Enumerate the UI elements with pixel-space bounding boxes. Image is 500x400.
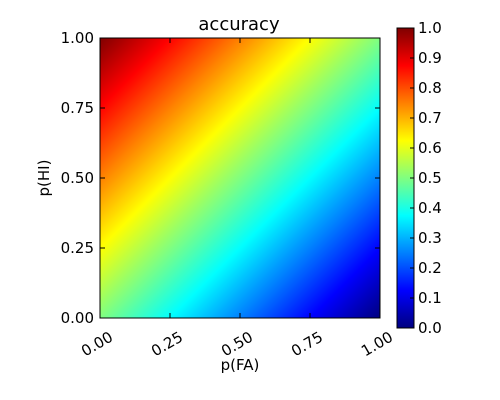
colorbar-tick-label: 0.0 — [418, 319, 442, 337]
colorbar — [397, 28, 414, 328]
y-tick-label: 1.00 — [61, 29, 94, 47]
y-tick-label: 0.25 — [61, 239, 94, 257]
colorbar-tick-label: 0.6 — [418, 139, 442, 157]
colorbar-tick-label: 0.3 — [418, 229, 442, 247]
colorbar-ticks: 0.0 0.1 0.2 0.3 0.4 0.5 0.6 0.7 0.8 0.9 1.0 — [410, 19, 442, 337]
y-axis-label: p(HI) — [35, 160, 53, 197]
colorbar-tick-label: 0.7 — [418, 109, 442, 127]
y-tick-label: 0.75 — [61, 99, 94, 117]
colorbar-tick-label: 0.8 — [418, 79, 442, 97]
colorbar-tick-label: 0.5 — [418, 169, 442, 187]
colorbar-tick-label: 0.2 — [418, 259, 442, 277]
colorbar-tick-label: 0.1 — [418, 289, 442, 307]
x-tick-label: 0.75 — [288, 328, 326, 360]
x-tick-label: 1.00 — [358, 328, 396, 360]
colorbar-tick-label: 0.9 — [418, 49, 442, 67]
y-tick-label: 0.00 — [61, 309, 94, 327]
y-tick-label: 0.50 — [61, 169, 94, 187]
x-tick-label: 0.25 — [148, 328, 186, 360]
colorbar-tick-label: 1.0 — [418, 19, 442, 37]
y-axis-ticks: 0.00 0.25 0.50 0.75 1.00 — [61, 29, 380, 327]
chart-title: accuracy — [198, 14, 280, 35]
x-tick-label: 0.00 — [78, 328, 116, 360]
colorbar-tick-label: 0.4 — [418, 199, 442, 217]
heatmap-area — [100, 38, 380, 318]
x-axis-label: p(FA) — [221, 356, 260, 374]
